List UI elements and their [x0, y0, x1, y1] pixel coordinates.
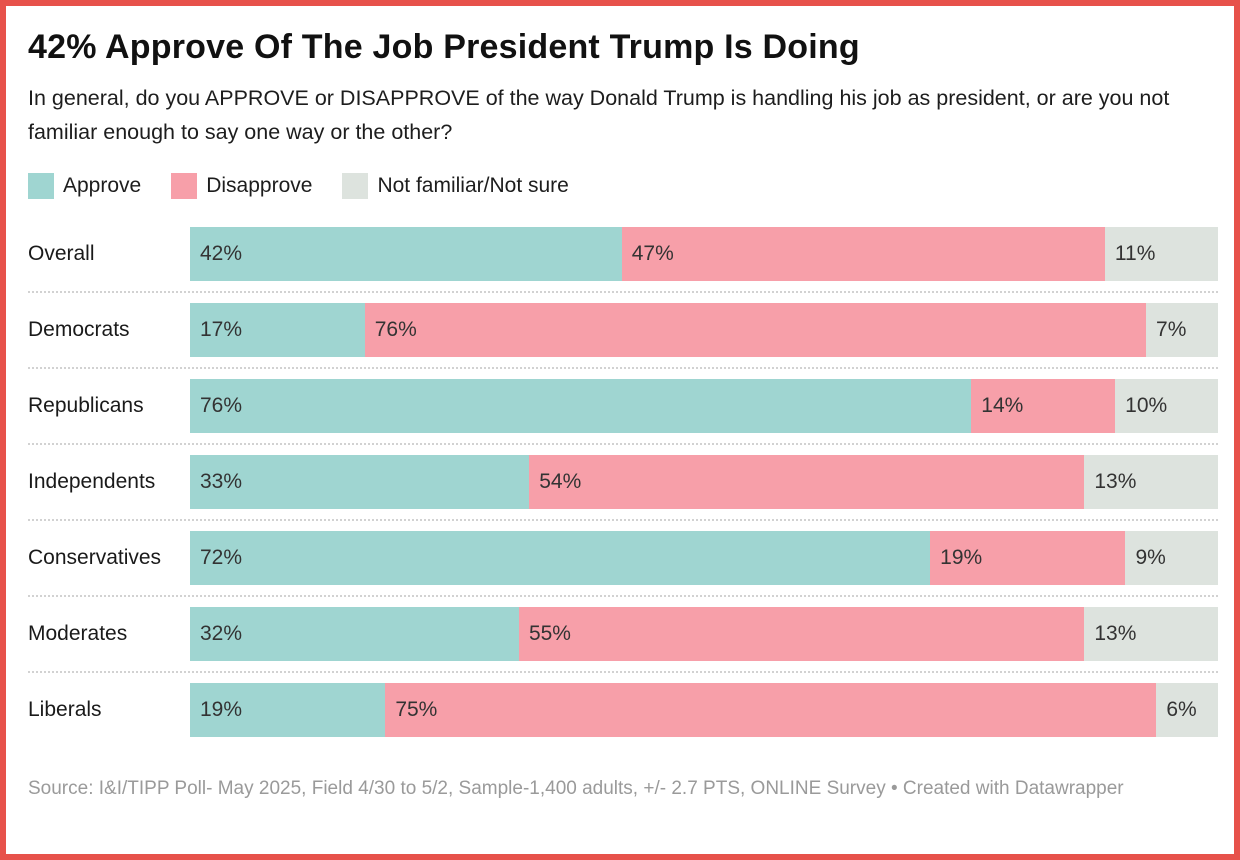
- legend: Approve Disapprove Not familiar/Not sure: [28, 173, 1218, 200]
- value-label: 76%: [200, 394, 243, 418]
- row-separator: [28, 367, 1218, 370]
- row-separator: [28, 671, 1218, 674]
- bar-segment-not-familiar-not-sure: 9%: [1125, 531, 1218, 586]
- chart-row-independents: Independents 33% 54% 13%: [28, 455, 1218, 510]
- stacked-bar-liberals: 19% 75% 6%: [190, 683, 1218, 738]
- chart-row-overall: Overall 42% 47% 11%: [28, 227, 1218, 282]
- row-separator: [28, 443, 1218, 446]
- chart-rows: Overall 42% 47% 11% Democrats 17% 76% 7% Republi…: [28, 227, 1218, 738]
- row-label-overall: Overall: [28, 242, 95, 266]
- value-label: 32%: [200, 622, 243, 646]
- value-label: 33%: [200, 470, 243, 494]
- bar-segment-disapprove: 76%: [364, 303, 1147, 358]
- chart-row-democrats: Democrats 17% 76% 7%: [28, 303, 1218, 358]
- legend-label: Approve: [63, 174, 142, 198]
- source-note: Source: I&I/TIPP Poll- May 2025, Field 4…: [28, 778, 1124, 800]
- stacked-bar-democrats: 17% 76% 7%: [190, 303, 1218, 358]
- value-label: 10%: [1125, 394, 1168, 418]
- bar-segment-not-familiar-not-sure: 6%: [1156, 683, 1218, 738]
- value-label: 9%: [1135, 546, 1166, 570]
- value-label: 17%: [200, 318, 243, 342]
- bar-segment-approve: 17%: [190, 303, 365, 358]
- row-label-moderates: Moderates: [28, 622, 128, 646]
- chart-row-republicans: Republicans 76% 14% 10%: [28, 379, 1218, 434]
- value-label: 7%: [1156, 318, 1187, 342]
- value-label: 13%: [1094, 470, 1137, 494]
- stacked-bar-overall: 42% 47% 11%: [190, 227, 1218, 282]
- bar-segment-approve: 19%: [190, 683, 386, 738]
- legend-swatch-not-familiar-not-sure: [342, 173, 369, 200]
- bar-segment-not-familiar-not-sure: 13%: [1084, 607, 1218, 662]
- value-label: 14%: [981, 394, 1024, 418]
- value-label: 11%: [1114, 242, 1156, 266]
- chart-description: In general, do you APPROVE or DISAPPROVE…: [28, 86, 1170, 145]
- bar-segment-approve: 33%: [190, 455, 530, 510]
- legend-label: Disapprove: [206, 174, 313, 198]
- row-separator: [28, 595, 1218, 598]
- bar-segment-approve: 32%: [190, 607, 519, 662]
- page-title: 42% Approve Of The Job President Trump I…: [28, 28, 860, 66]
- legend-item-not-familiar-not-sure: Not familiar/Not sure: [342, 173, 569, 200]
- legend-label: Not familiar/Not sure: [377, 174, 569, 198]
- stacked-bar-moderates: 32% 55% 13%: [190, 607, 1218, 662]
- value-label: 76%: [374, 318, 417, 342]
- value-label: 19%: [200, 698, 243, 722]
- stacked-bar-republicans: 76% 14% 10%: [190, 379, 1218, 434]
- row-label-conservatives: Conservatives: [28, 546, 162, 570]
- value-label: 72%: [200, 546, 243, 570]
- bar-segment-approve: 72%: [190, 531, 931, 586]
- bar-segment-disapprove: 19%: [930, 531, 1126, 586]
- value-label: 42%: [200, 242, 243, 266]
- bar-segment-disapprove: 14%: [971, 379, 1116, 434]
- row-separator: [28, 291, 1218, 294]
- row-label-democrats: Democrats: [28, 318, 130, 342]
- stacked-bar-independents: 33% 54% 13%: [190, 455, 1218, 510]
- legend-swatch-disapprove: [171, 173, 198, 200]
- row-label-liberals: Liberals: [28, 698, 102, 722]
- legend-item-disapprove: Disapprove: [171, 173, 313, 200]
- bar-segment-disapprove: 47%: [621, 227, 1105, 282]
- bar-segment-disapprove: 55%: [518, 607, 1085, 662]
- bar-segment-approve: 42%: [190, 227, 622, 282]
- value-label: 75%: [395, 698, 438, 722]
- bar-segment-not-familiar-not-sure: 13%: [1084, 455, 1218, 510]
- value-label: 13%: [1094, 622, 1137, 646]
- row-separator: [28, 519, 1218, 522]
- bar-segment-disapprove: 75%: [385, 683, 1157, 738]
- value-label: 54%: [539, 470, 582, 494]
- chart-row-conservatives: Conservatives 72% 19% 9%: [28, 531, 1218, 586]
- chart-row-liberals: Liberals 19% 75% 6%: [28, 683, 1218, 738]
- chart-row-moderates: Moderates 32% 55% 13%: [28, 607, 1218, 662]
- stacked-bar-conservatives: 72% 19% 9%: [190, 531, 1218, 586]
- value-label: 19%: [940, 546, 983, 570]
- row-label-republicans: Republicans: [28, 394, 144, 418]
- row-label-independents: Independents: [28, 470, 156, 494]
- value-label: 6%: [1166, 698, 1197, 722]
- bar-segment-disapprove: 54%: [529, 455, 1085, 510]
- bar-segment-not-familiar-not-sure: 10%: [1115, 379, 1218, 434]
- bar-segment-approve: 76%: [190, 379, 972, 434]
- legend-swatch-approve: [28, 173, 54, 200]
- value-label: 55%: [528, 622, 571, 646]
- value-label: 47%: [631, 242, 674, 266]
- legend-item-approve: Approve: [28, 173, 142, 200]
- bar-segment-not-familiar-not-sure: 7%: [1146, 303, 1218, 358]
- bar-segment-not-familiar-not-sure: 11%: [1104, 227, 1218, 282]
